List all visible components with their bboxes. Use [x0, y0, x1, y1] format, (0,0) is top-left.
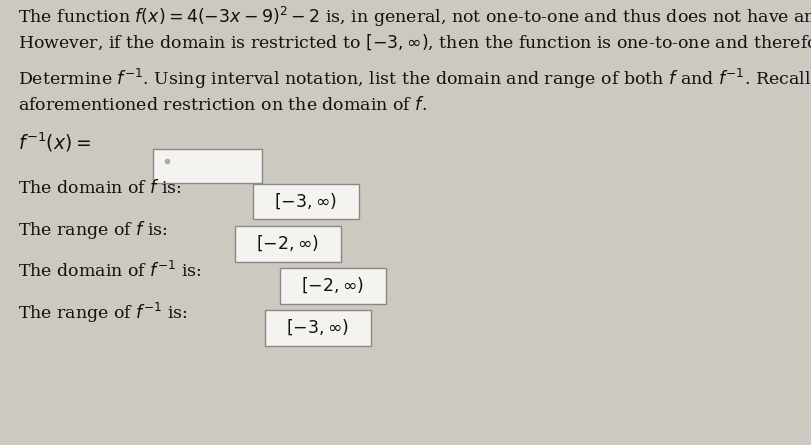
Text: The range of $f^{-1}$ is:: The range of $f^{-1}$ is:	[18, 301, 187, 325]
Text: $f^{-1}(x) =$: $f^{-1}(x) =$	[18, 131, 91, 154]
Text: $[-3,\infty)$: $[-3,\infty)$	[274, 191, 337, 210]
Text: $[-2,\infty)$: $[-2,\infty)$	[256, 233, 319, 252]
Text: The function $f(x) = 4(-3x - 9)^2 - 2$ is, in general, not one-to-one and thus d: The function $f(x) = 4(-3x - 9)^2 - 2$ i…	[18, 5, 811, 29]
Text: The range of $f$ is:: The range of $f$ is:	[18, 219, 168, 241]
Text: $[-3,\infty)$: $[-3,\infty)$	[286, 317, 349, 336]
FancyBboxPatch shape	[152, 149, 262, 183]
Text: aforementioned restriction on the domain of $f$.: aforementioned restriction on the domain…	[18, 96, 427, 114]
Text: However, if the domain is restricted to $[-3, \infty)$, then the function is one: However, if the domain is restricted to …	[18, 33, 811, 52]
Text: Determine $f^{-1}$. Using interval notation, list the domain and range of both $: Determine $f^{-1}$. Using interval notat…	[18, 67, 811, 91]
Text: The domain of $f^{-1}$ is:: The domain of $f^{-1}$ is:	[18, 261, 201, 281]
Text: $[-2,\infty)$: $[-2,\infty)$	[301, 275, 364, 295]
Text: The domain of $f$ is:: The domain of $f$ is:	[18, 179, 182, 197]
FancyBboxPatch shape	[280, 268, 385, 303]
FancyBboxPatch shape	[264, 310, 371, 345]
FancyBboxPatch shape	[253, 184, 358, 219]
FancyBboxPatch shape	[234, 226, 341, 262]
